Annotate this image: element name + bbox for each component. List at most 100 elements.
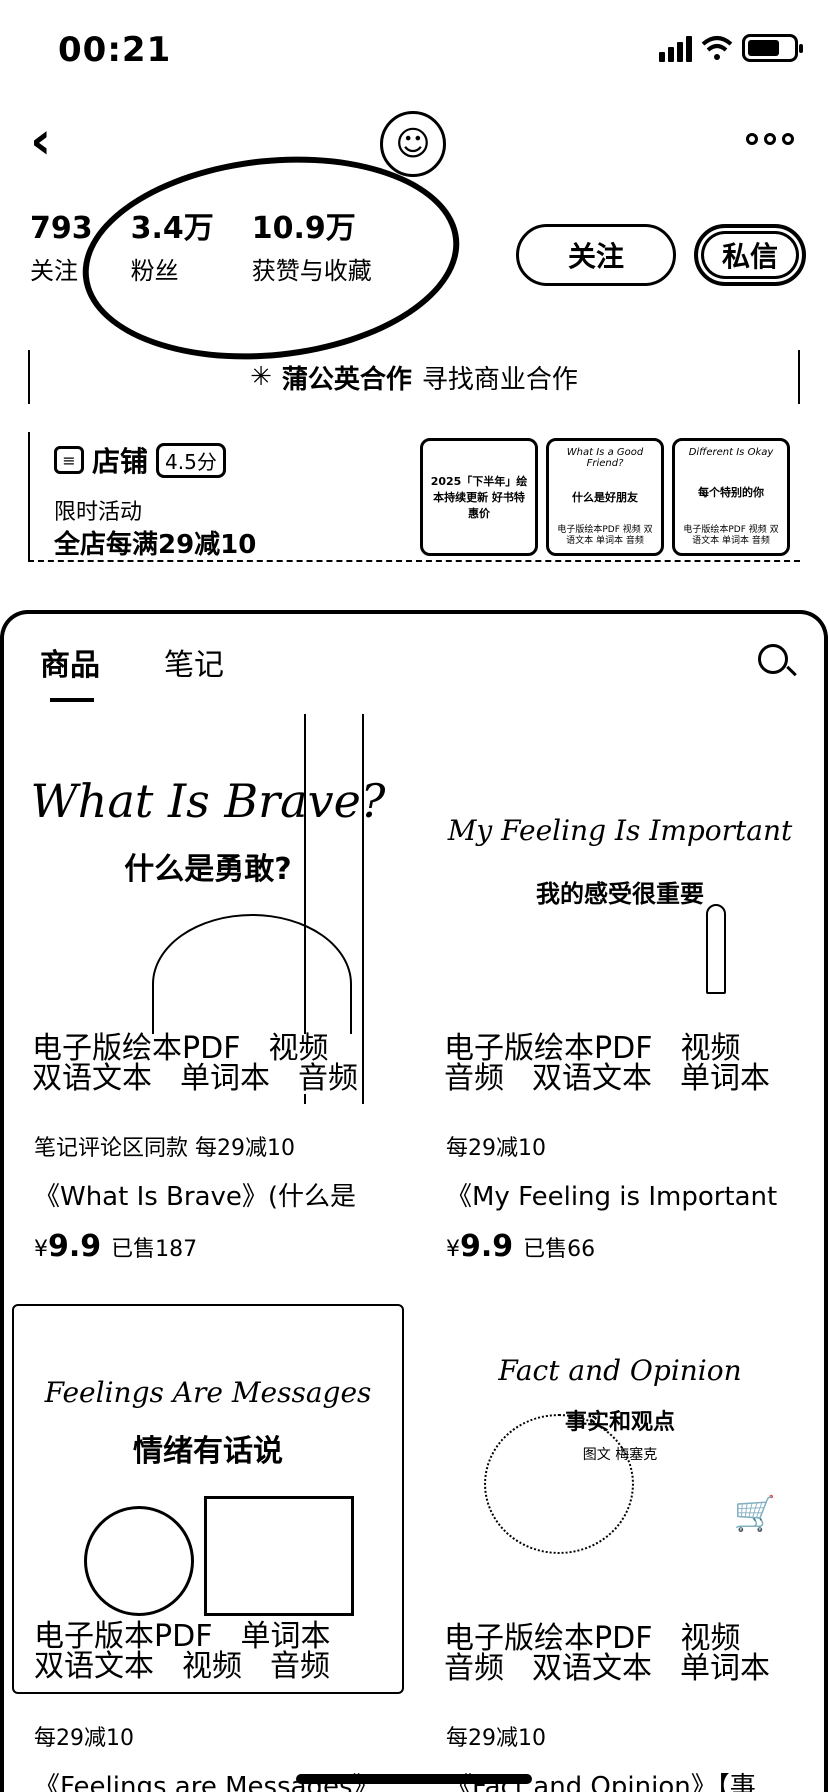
content-sheet: 商品 笔记 What Is Brave? 什么是勇敢? 电子版绘本PDF 视频 … bbox=[0, 610, 828, 1792]
biz-brand: 蒲公英合作 bbox=[281, 364, 412, 395]
stat-likes[interactable]: 10.9万 获赞与收藏 bbox=[252, 212, 372, 286]
biz-cta: 寻找商业合作 bbox=[421, 364, 578, 395]
store-icon: ≡ bbox=[54, 446, 84, 474]
thumb-foot: 电子版绘本PDF 视频 双语文本 单词本 音频 bbox=[557, 525, 653, 547]
product-price: 9.9 bbox=[48, 1229, 102, 1264]
product-price: 9.9 bbox=[460, 1229, 514, 1264]
follow-button[interactable]: 关注 bbox=[516, 224, 676, 286]
cover-subtitle: 情绪有话说 bbox=[133, 1434, 283, 1469]
store-promo-label: 限时活动 bbox=[54, 500, 143, 525]
search-icon[interactable] bbox=[758, 644, 788, 674]
product-cover: What Is Brave? 什么是勇敢? 电子版绘本PDF 视频 双语文本 单… bbox=[12, 714, 404, 1104]
product-title: 《Feelings are Messages》 bbox=[34, 1772, 379, 1792]
cover-title: Feelings Are Messages bbox=[44, 1376, 372, 1409]
price-row: ¥9.9 已售66 bbox=[424, 1229, 816, 1264]
cover-tag: 双语文本 bbox=[34, 1649, 154, 1684]
status-bar: 00:21 bbox=[0, 0, 828, 100]
cover-tag: 电子版绘本PDF bbox=[444, 1621, 653, 1656]
cover-tags: 电子版本PDF 单词本 双语文本 视频 音频 bbox=[34, 1619, 331, 1684]
profile-stats: 793 关注 3.4万 粉丝 10.9万 获赞与收藏 bbox=[30, 212, 372, 286]
battery-icon bbox=[742, 34, 803, 62]
cover-tag: 单词本 bbox=[240, 1619, 331, 1654]
cover-tag: 单词本 bbox=[680, 1061, 770, 1096]
pillars-illustration bbox=[304, 714, 364, 1104]
cover-tag: 音频 bbox=[444, 1061, 504, 1096]
cover-tag: 视频 bbox=[680, 1031, 741, 1066]
sold-count: 已售187 bbox=[111, 1237, 198, 1262]
cover-tag: 电子版绘本PDF bbox=[444, 1031, 653, 1066]
cover-title: What Is Brave? bbox=[30, 774, 386, 828]
picture-illustration bbox=[204, 1496, 354, 1616]
thumb-mid: 什么是好朋友 bbox=[572, 491, 638, 505]
price-currency: ¥9.9 bbox=[34, 1229, 102, 1264]
thumb-title: Different Is Okay bbox=[688, 447, 774, 458]
cover-tag: 视频 bbox=[268, 1031, 329, 1066]
person-illustration bbox=[706, 904, 726, 994]
product-card[interactable]: What Is Brave? 什么是勇敢? 电子版绘本PDF 视频 双语文本 单… bbox=[12, 714, 404, 1264]
child-illustration bbox=[84, 1506, 194, 1616]
more-icon[interactable] bbox=[746, 133, 794, 145]
cover-tag: 音频 bbox=[444, 1651, 504, 1686]
business-cooperation-bar[interactable]: ✳ 蒲公英合作 寻找商业合作 bbox=[28, 350, 800, 404]
cover-tag: 视频 bbox=[182, 1649, 242, 1684]
cover-tag: 单词本 bbox=[180, 1061, 270, 1096]
thumb-title: What Is a Good Friend? bbox=[566, 447, 644, 469]
cart-icon[interactable]: 🛒 bbox=[733, 1494, 776, 1534]
home-indicator[interactable] bbox=[296, 1774, 532, 1784]
cover-tag: 音频 bbox=[298, 1061, 358, 1096]
thumb-foot: 电子版绘本PDF 视频 双语文本 单词本 音频 bbox=[683, 525, 779, 547]
stat-label: 获赞与收藏 bbox=[251, 257, 372, 285]
cover-tag: 音频 bbox=[270, 1649, 330, 1684]
product-title: 《My Feeling is Important bbox=[446, 1182, 778, 1212]
tab-notes[interactable]: 笔记 bbox=[164, 648, 224, 683]
stat-label: 关注 bbox=[30, 257, 78, 285]
top-nav: ‹ ☺ bbox=[0, 105, 828, 185]
product-subtag: 笔记评论区同款 每29减10 bbox=[34, 1136, 295, 1161]
cover-tags: 电子版绘本PDF 视频 双语文本 单词本 音频 bbox=[32, 1034, 358, 1094]
cover-subtitle: 我的感受很重要 bbox=[536, 880, 704, 908]
product-card[interactable]: Feelings Are Messages 情绪有话说 电子版本PDF 单词本 … bbox=[12, 1304, 404, 1792]
store-card[interactable]: ≡ 店铺 4.5分 限时活动 全店每满29减10 2025「下半年」绘本持续更新… bbox=[28, 432, 800, 562]
product-cover: Fact and Opinion 事实和观点 图文 梅塞克 🛒 电子版绘本PDF… bbox=[424, 1304, 816, 1694]
stat-value: 3.4万 bbox=[130, 211, 214, 246]
stat-label: 粉丝 bbox=[130, 257, 179, 285]
stat-followers[interactable]: 3.4万 粉丝 bbox=[131, 212, 214, 286]
store-thumb[interactable]: Different Is Okay 每个特别的你 电子版绘本PDF 视频 双语文… bbox=[672, 438, 790, 556]
store-thumb[interactable]: What Is a Good Friend? 什么是好朋友 电子版绘本PDF 视… bbox=[546, 438, 664, 556]
cover-tag: 双语文本 bbox=[32, 1061, 152, 1096]
store-thumb[interactable]: 2025「下半年」绘本持续更新 好书特惠价 bbox=[420, 438, 538, 556]
stat-following[interactable]: 793 关注 bbox=[30, 212, 93, 286]
stat-value: 10.9万 bbox=[251, 211, 356, 246]
price-row: ¥9.9 已售187 bbox=[12, 1229, 404, 1264]
product-subtag: 每29减10 bbox=[34, 1726, 134, 1751]
cover-tag: 双语文本 bbox=[532, 1061, 652, 1096]
cover-tag: 电子版绘本PDF bbox=[32, 1031, 241, 1066]
message-button[interactable]: 私信 bbox=[694, 224, 806, 286]
product-cover: My Feeling Is Important 我的感受很重要 电子版绘本PDF… bbox=[424, 714, 816, 1104]
cover-title: Fact and Opinion bbox=[498, 1354, 742, 1387]
product-subtag: 每29减10 bbox=[446, 1136, 546, 1161]
cover-subtitle: 事实和观点 bbox=[564, 1410, 675, 1435]
content-tabs: 商品 笔记 bbox=[40, 640, 224, 702]
cover-title: My Feeling Is Important bbox=[447, 814, 793, 847]
back-icon[interactable]: ‹ bbox=[30, 111, 52, 171]
avatar[interactable]: ☺ bbox=[380, 111, 446, 177]
thumb-mid: 每个特别的你 bbox=[698, 485, 764, 499]
store-deal: 全店每满29减10 bbox=[54, 530, 257, 560]
product-card[interactable]: My Feeling Is Important 我的感受很重要 电子版绘本PDF… bbox=[424, 714, 816, 1264]
wifi-icon bbox=[701, 36, 733, 60]
tab-products[interactable]: 商品 bbox=[40, 640, 100, 702]
status-time: 00:21 bbox=[58, 30, 172, 70]
cover-tag: 双语文本 bbox=[532, 1651, 652, 1686]
sold-count: 已售66 bbox=[523, 1237, 596, 1262]
status-icons bbox=[659, 34, 803, 62]
globe-illustration bbox=[484, 1414, 634, 1554]
product-subtag: 每29减10 bbox=[446, 1726, 546, 1751]
cover-tag: 视频 bbox=[680, 1621, 741, 1656]
signal-icon bbox=[659, 34, 692, 62]
dandelion-icon: ✳ bbox=[250, 362, 272, 392]
stat-value: 793 bbox=[30, 211, 93, 246]
cover-tags: 电子版绘本PDF 视频 音频 双语文本 单词本 bbox=[444, 1034, 770, 1094]
store-header: ≡ 店铺 4.5分 bbox=[54, 440, 226, 480]
product-card[interactable]: Fact and Opinion 事实和观点 图文 梅塞克 🛒 电子版绘本PDF… bbox=[424, 1304, 816, 1792]
